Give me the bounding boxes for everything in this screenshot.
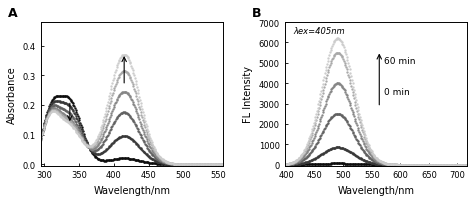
Text: 60 min: 60 min (384, 57, 416, 66)
Y-axis label: Absorbance: Absorbance (7, 66, 17, 123)
X-axis label: Wavelength/nm: Wavelength/nm (337, 185, 414, 195)
Text: λex=405nm: λex=405nm (294, 27, 346, 36)
Text: 0 min: 0 min (384, 87, 410, 96)
Text: B: B (252, 7, 261, 20)
X-axis label: Wavelength/nm: Wavelength/nm (93, 185, 170, 195)
Y-axis label: FL Intensity: FL Intensity (243, 66, 253, 123)
Text: A: A (8, 7, 18, 20)
